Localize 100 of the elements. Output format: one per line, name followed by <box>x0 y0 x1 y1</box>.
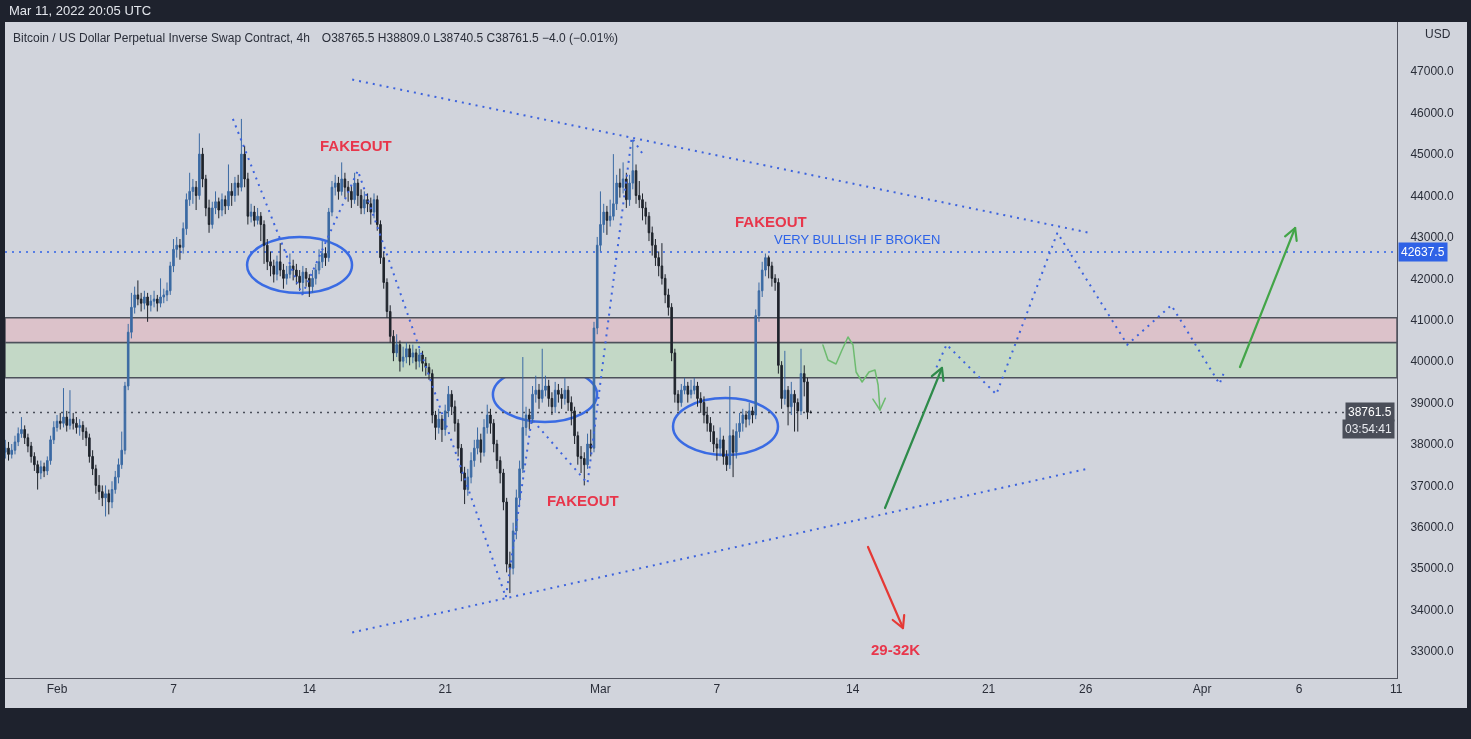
candlestick <box>405 342 408 364</box>
ref-line-label: 42637.5 <box>1401 245 1445 259</box>
candlestick <box>62 387 65 428</box>
y-tick-label: 35000.0 <box>1410 561 1455 576</box>
y-tick-label: 45000.0 <box>1410 147 1455 162</box>
candlestick <box>178 238 182 261</box>
candlestick <box>291 259 295 281</box>
candlestick <box>621 161 625 194</box>
candlestick <box>421 350 424 373</box>
x-tick-label: 26 <box>1078 682 1093 697</box>
candlestick <box>718 426 722 457</box>
annotation: 29-32K <box>871 641 921 658</box>
candlestick <box>42 462 46 478</box>
candlestick <box>560 387 563 410</box>
candlestick <box>143 290 146 310</box>
y-tick-label: 34000.0 <box>1410 602 1455 617</box>
candlestick <box>563 377 567 406</box>
annotation: VERY BULLISH IF BROKEN <box>774 232 941 247</box>
candlestick <box>783 350 787 406</box>
candlestick <box>728 385 732 470</box>
candlestick <box>156 294 159 312</box>
x-tick-label: 11 <box>1389 682 1403 697</box>
annotation: FAKEOUT <box>735 213 807 230</box>
x-tick-label: 14 <box>846 682 860 697</box>
candlestick <box>408 344 411 366</box>
candlestick <box>249 203 253 223</box>
candlestick <box>337 176 340 201</box>
text: Mar 11, 2022 20:05 UTC <box>9 3 152 19</box>
text: O38765.5 H38809.0 L38740.5 C38761.5 −4.0 (−0.01%) <box>321 31 619 45</box>
candlestick <box>104 484 107 517</box>
candlestick <box>744 410 748 428</box>
y-tick-label: 42000.0 <box>1410 271 1455 286</box>
candlestick <box>537 383 541 410</box>
candlestick <box>275 255 279 281</box>
y-tick-label: 37000.0 <box>1410 478 1455 493</box>
candlestick <box>227 163 230 211</box>
candlestick <box>324 246 327 267</box>
x-tick-label: 7 <box>170 682 178 697</box>
candlestick <box>731 429 735 478</box>
candlestick <box>689 379 693 399</box>
candlestick <box>71 412 75 431</box>
candlestick <box>236 174 240 197</box>
ref-line-label: 38761.5 <box>1348 405 1392 419</box>
candlestick <box>553 381 557 414</box>
candlestick <box>75 416 78 435</box>
candlestick <box>159 277 162 308</box>
candlestick <box>540 348 544 404</box>
candlestick <box>149 294 153 312</box>
y-tick-label: 47000.0 <box>1410 64 1455 79</box>
candlestick <box>528 408 531 431</box>
candlestick <box>437 408 441 435</box>
candlestick <box>589 429 593 457</box>
candlestick <box>418 348 421 368</box>
candlestick <box>686 381 690 404</box>
y-tick-label: 36000.0 <box>1410 520 1455 535</box>
candlestick <box>220 192 224 217</box>
candlestick <box>747 402 751 426</box>
candlestick <box>799 348 803 416</box>
candlestick <box>7 441 10 462</box>
candlestick <box>372 192 376 219</box>
candlestick <box>751 406 754 424</box>
candlestick <box>605 205 609 236</box>
y-tick-label: 43000.0 <box>1410 230 1455 245</box>
candlestick <box>253 205 256 228</box>
y-axis-title: USD <box>1425 27 1451 41</box>
candlestick <box>223 195 227 215</box>
candlestick <box>363 190 366 215</box>
candlestick <box>414 348 418 370</box>
candlestick <box>692 377 696 395</box>
y-tick-label: 39000.0 <box>1410 395 1455 410</box>
candlestick <box>618 168 622 199</box>
candlestick <box>440 414 444 443</box>
candlestick <box>411 344 415 364</box>
candlestick <box>343 172 347 199</box>
candlestick <box>78 418 81 437</box>
candlestick <box>65 410 69 433</box>
x-tick-label: 21 <box>438 682 453 697</box>
annotation: FAKEOUT <box>320 137 392 154</box>
y-tick-label: 41000.0 <box>1410 312 1455 327</box>
y-tick-label: 46000.0 <box>1410 105 1455 120</box>
candlestick <box>5 439 7 460</box>
candlestick <box>634 163 638 205</box>
candlestick <box>340 161 343 197</box>
y-tick-label: 44000.0 <box>1410 188 1455 203</box>
candlestick <box>586 433 589 470</box>
candlestick <box>353 172 356 205</box>
x-tick-label: Feb <box>46 682 68 697</box>
candlestick <box>350 184 353 209</box>
candlestick <box>625 172 628 209</box>
candlestick <box>240 118 243 192</box>
candlestick <box>107 489 111 515</box>
x-tick-label: Mar <box>590 682 611 697</box>
x-tick-label: 21 <box>981 682 996 697</box>
y-tick-label: 38000.0 <box>1410 437 1455 452</box>
x-tick-label: 6 <box>1295 682 1303 697</box>
text: Bitcoin / US Dollar Perpetual Inverse Swap Contract, 4h <box>13 31 310 45</box>
candlestick <box>230 182 233 207</box>
candlestick <box>58 412 62 431</box>
y-tick-label: 33000.0 <box>1410 644 1455 659</box>
candlestick <box>233 176 237 203</box>
